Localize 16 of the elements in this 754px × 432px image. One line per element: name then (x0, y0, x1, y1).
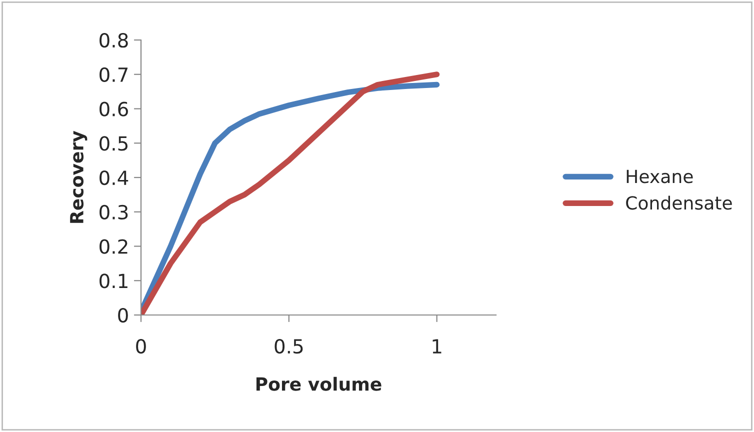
y-tick-label: 0.1 (100, 274, 128, 288)
y-tick-label: 0.5 (100, 136, 128, 151)
x-tick-label: 0.5 (274, 338, 303, 354)
x-axis-title: Pore volume (256, 376, 382, 391)
legend-label: Condensate (626, 196, 732, 210)
y-tick-label: 0.8 (100, 32, 128, 48)
legend-label: Hexane (626, 170, 693, 184)
y-tick-label: 0.6 (100, 102, 128, 116)
y-tick-label: 0.3 (100, 204, 128, 220)
y-tick-label: 0.2 (100, 239, 128, 254)
y-tick-label: 0.7 (100, 67, 128, 82)
x-tick-label: 1 (432, 339, 442, 354)
y-tick-label: 0.4 (100, 170, 128, 186)
y-tick-label: 0 (118, 308, 128, 323)
x-tick-label: 0 (136, 338, 146, 354)
y-axis-title: Recovery (70, 130, 88, 223)
